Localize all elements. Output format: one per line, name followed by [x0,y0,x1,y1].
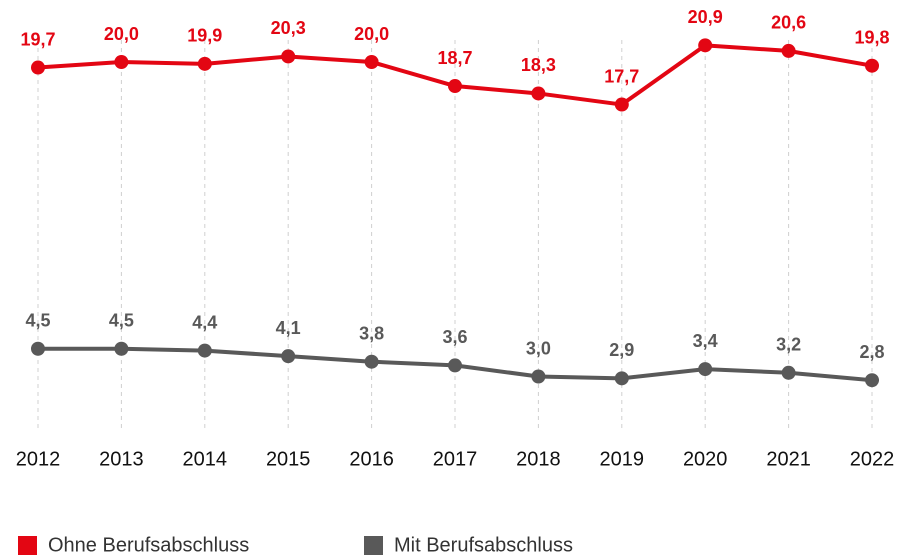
data-point [114,55,129,69]
x-tick-label: 2020 [683,448,728,470]
data-point [531,86,546,101]
data-point [197,343,212,358]
data-label: 2,8 [859,342,884,362]
data-label: 18,3 [521,55,556,75]
x-tick-label: 2015 [266,448,311,470]
data-label: 4,5 [109,311,134,331]
legend-label: Mit Berufsabschluss [394,534,573,556]
data-point [698,38,713,53]
data-point [114,341,129,356]
data-label: 19,8 [854,27,889,47]
x-tick-label: 2021 [766,448,811,470]
data-label: 2,9 [609,340,634,360]
x-tick-label: 2019 [600,448,645,470]
x-tick-label: 2014 [183,448,228,470]
data-label: 3,6 [442,327,467,347]
data-point [31,60,45,75]
data-point [781,43,796,58]
data-point [865,373,879,388]
data-point [865,58,879,73]
x-tick-label: 2016 [349,448,394,470]
data-label: 3,2 [776,335,801,355]
data-point [31,341,45,356]
data-label: 3,4 [693,331,718,351]
data-point [698,362,713,377]
x-tick-label: 2017 [433,448,478,470]
legend-swatch [18,536,37,555]
data-label: 18,7 [437,48,472,68]
x-tick-label: 2012 [16,448,61,470]
data-label: 19,9 [187,26,222,46]
data-point [448,358,462,373]
data-label: 17,7 [604,66,639,86]
data-point [614,97,629,112]
x-tick-label: 2022 [850,448,895,470]
data-point [448,79,462,94]
data-point [197,56,212,71]
data-point [531,369,546,384]
data-label: 20,0 [104,24,139,44]
data-point [281,49,296,64]
data-point [781,365,796,380]
x-tick-label: 2013 [99,448,144,470]
data-label: 19,7 [20,29,55,49]
x-tick-label: 2018 [516,448,561,470]
data-label: 4,1 [276,318,301,338]
data-point [364,55,379,69]
data-point [364,354,379,369]
legend-label: Ohne Berufsabschluss [48,534,249,556]
data-label: 3,8 [359,323,384,343]
data-label: 20,9 [688,7,723,27]
data-label: 20,0 [354,24,389,44]
data-point [281,349,296,364]
legend-swatch [364,536,383,555]
data-label: 4,5 [25,311,50,331]
data-label: 20,6 [771,13,806,33]
data-label: 3,0 [526,338,551,358]
data-label: 4,4 [192,312,217,332]
data-label: 20,3 [271,18,306,38]
data-point [614,371,629,386]
